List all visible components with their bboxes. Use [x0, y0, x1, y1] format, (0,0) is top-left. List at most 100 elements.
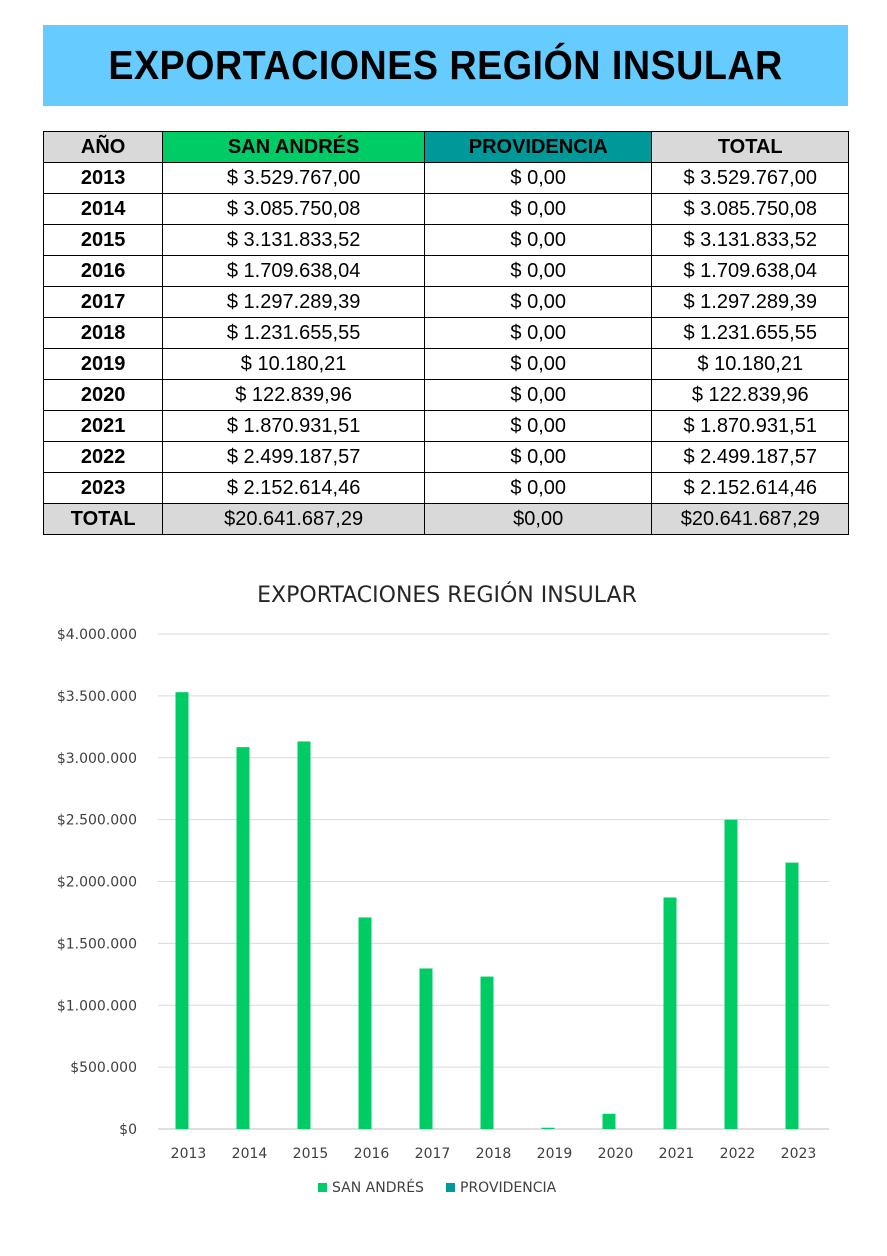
header-san-andres: SAN ANDRÉS [162, 131, 425, 163]
y-tick-label: $2.000.000 [57, 875, 137, 891]
cell-providencia: $ 0,00 [423, 441, 653, 473]
bar-san-andres [541, 1127, 555, 1129]
bar-chart: EXPORTACIONES REGIÓN INSULAR $0 $500.000 $… [57, 582, 829, 1196]
cell-total: $ 10.180,21 [651, 348, 849, 380]
bar-san-andres [602, 1113, 616, 1129]
y-tick-label: $1.500.000 [57, 936, 137, 952]
table-row: 2017 $ 1.297.289,39 $ 0,00 $ 1.297.289,39 [42, 286, 849, 318]
cell-year: 2019 [42, 348, 164, 380]
bar-san-andres [785, 862, 799, 1129]
cell-san-andres: $ 10.180,21 [162, 348, 425, 380]
table-total-row: TOTAL $20.641.687,29 $0,00 $20.641.687,2… [42, 503, 849, 535]
x-tick-label: 2018 [476, 1146, 512, 1162]
cell-providencia: $ 0,00 [423, 162, 653, 194]
cell-san-andres: $ 122.839,96 [162, 379, 425, 411]
cell-providencia: $ 0,00 [423, 193, 653, 225]
table-row: 2015 $ 3.131.833,52 $ 0,00 $ 3.131.833,52 [42, 224, 849, 256]
cell-year: 2017 [42, 286, 164, 318]
bar-san-andres [663, 897, 677, 1129]
cell-year: 2022 [42, 441, 164, 473]
table-row: 2021 $ 1.870.931,51 $ 0,00 $ 1.870.931,51 [42, 410, 849, 442]
header-providencia: PROVIDENCIA [423, 131, 653, 163]
cell-providencia: $ 0,00 [423, 348, 653, 380]
cell-total: $ 1.709.638,04 [651, 255, 849, 287]
cell-providencia: $ 0,00 [423, 255, 653, 287]
y-tick-label: $1.000.000 [57, 998, 137, 1014]
cell-year: 2016 [42, 255, 164, 287]
table-row: 2022 $ 2.499.187,57 $ 0,00 $ 2.499.187,57 [42, 441, 849, 473]
legend-swatch-san-andres [318, 1183, 327, 1192]
cell-total: $ 122.839,96 [651, 379, 849, 411]
bar-san-andres [175, 692, 189, 1129]
x-tick-label: 2017 [415, 1146, 451, 1162]
cell-year: 2015 [42, 224, 164, 256]
cell-san-andres: $ 2.152.614,46 [162, 472, 425, 504]
y-tick-label: $4.000.000 [57, 627, 137, 643]
y-tick-label: $500.000 [70, 1060, 137, 1076]
cell-providencia: $ 0,00 [423, 224, 653, 256]
cell-san-andres: $ 1.709.638,04 [162, 255, 425, 287]
bar-san-andres [236, 747, 250, 1129]
cell-total: $ 2.152.614,46 [651, 472, 849, 504]
table-header-row: AÑO SAN ANDRÉS PROVIDENCIA TOTAL [42, 131, 849, 163]
exports-table: AÑO SAN ANDRÉS PROVIDENCIA TOTAL 2013 $ 3… [42, 131, 849, 535]
bar-san-andres [358, 917, 372, 1129]
cell-providencia: $ 0,00 [423, 472, 653, 504]
bar-san-andres [297, 741, 311, 1129]
cell-total: $ 3.131.833,52 [651, 224, 849, 256]
table-row: 2019 $ 10.180,21 $ 0,00 $ 10.180,21 [42, 348, 849, 380]
table-row: 2018 $ 1.231.655,55 $ 0,00 $ 1.231.655,55 [42, 317, 849, 349]
x-tick-label: 2019 [537, 1146, 573, 1162]
cell-total: $ 1.297.289,39 [651, 286, 849, 318]
legend-label-providencia: PROVIDENCIA [460, 1180, 557, 1196]
cell-year: 2023 [42, 472, 164, 504]
cell-providencia: $ 0,00 [423, 317, 653, 349]
cell-year: 2021 [42, 410, 164, 442]
x-tick-label: 2013 [171, 1146, 207, 1162]
bar-san-andres [724, 819, 738, 1129]
x-tick-label: 2014 [232, 1146, 268, 1162]
table-row: 2016 $ 1.709.638,04 $ 0,00 $ 1.709.638,04 [42, 255, 849, 287]
y-tick-label: $3.000.000 [57, 751, 137, 767]
header-year: AÑO [42, 131, 164, 163]
legend-label-san-andres: SAN ANDRÉS [332, 1179, 424, 1196]
x-tick-label: 2015 [293, 1146, 329, 1162]
cell-san-andres: $ 2.499.187,57 [162, 441, 425, 473]
cell-total: $ 2.499.187,57 [651, 441, 849, 473]
cell-providencia: $ 0,00 [423, 286, 653, 318]
cell-year: 2014 [42, 193, 164, 225]
table-row: 2013 $ 3.529.767,00 $ 0,00 $ 3.529.767,00 [42, 162, 849, 194]
total-label: TOTAL [42, 503, 164, 535]
cell-total: $ 3.529.767,00 [651, 162, 849, 194]
table-row: 2023 $ 2.152.614,46 $ 0,00 $ 2.152.614,46 [42, 472, 849, 504]
chart-container: EXPORTACIONES REGIÓN INSULAR $0 $500.000 $… [0, 560, 887, 1220]
title-banner: EXPORTACIONES REGIÓN INSULAR [43, 25, 848, 106]
page-title: EXPORTACIONES REGIÓN INSULAR [108, 42, 783, 88]
table-row: 2020 $ 122.839,96 $ 0,00 $ 122.839,96 [42, 379, 849, 411]
cell-san-andres: $ 1.297.289,39 [162, 286, 425, 318]
bar-san-andres [480, 976, 494, 1129]
x-tick-label: 2023 [781, 1146, 817, 1162]
y-tick-label: $2.500.000 [57, 813, 137, 829]
bar-san-andres [419, 968, 433, 1129]
x-tick-label: 2022 [720, 1146, 756, 1162]
chart-title: EXPORTACIONES REGIÓN INSULAR [257, 582, 637, 608]
cell-providencia: $ 0,00 [423, 410, 653, 442]
x-tick-label: 2016 [354, 1146, 390, 1162]
total-sum: $20.641.687,29 [651, 503, 849, 535]
y-tick-label: $0 [119, 1122, 137, 1138]
cell-total: $ 1.231.655,55 [651, 317, 849, 349]
total-san-andres: $20.641.687,29 [162, 503, 425, 535]
cell-year: 2013 [42, 162, 164, 194]
cell-total: $ 3.085.750,08 [651, 193, 849, 225]
cell-san-andres: $ 1.870.931,51 [162, 410, 425, 442]
x-tick-label: 2020 [598, 1146, 634, 1162]
cell-providencia: $ 0,00 [423, 379, 653, 411]
cell-year: 2018 [42, 317, 164, 349]
y-tick-label: $3.500.000 [57, 689, 137, 705]
table-row: 2014 $ 3.085.750,08 $ 0,00 $ 3.085.750,08 [42, 193, 849, 225]
total-providencia: $0,00 [423, 503, 653, 535]
cell-san-andres: $ 3.529.767,00 [162, 162, 425, 194]
header-total: TOTAL [651, 131, 849, 163]
cell-san-andres: $ 3.085.750,08 [162, 193, 425, 225]
